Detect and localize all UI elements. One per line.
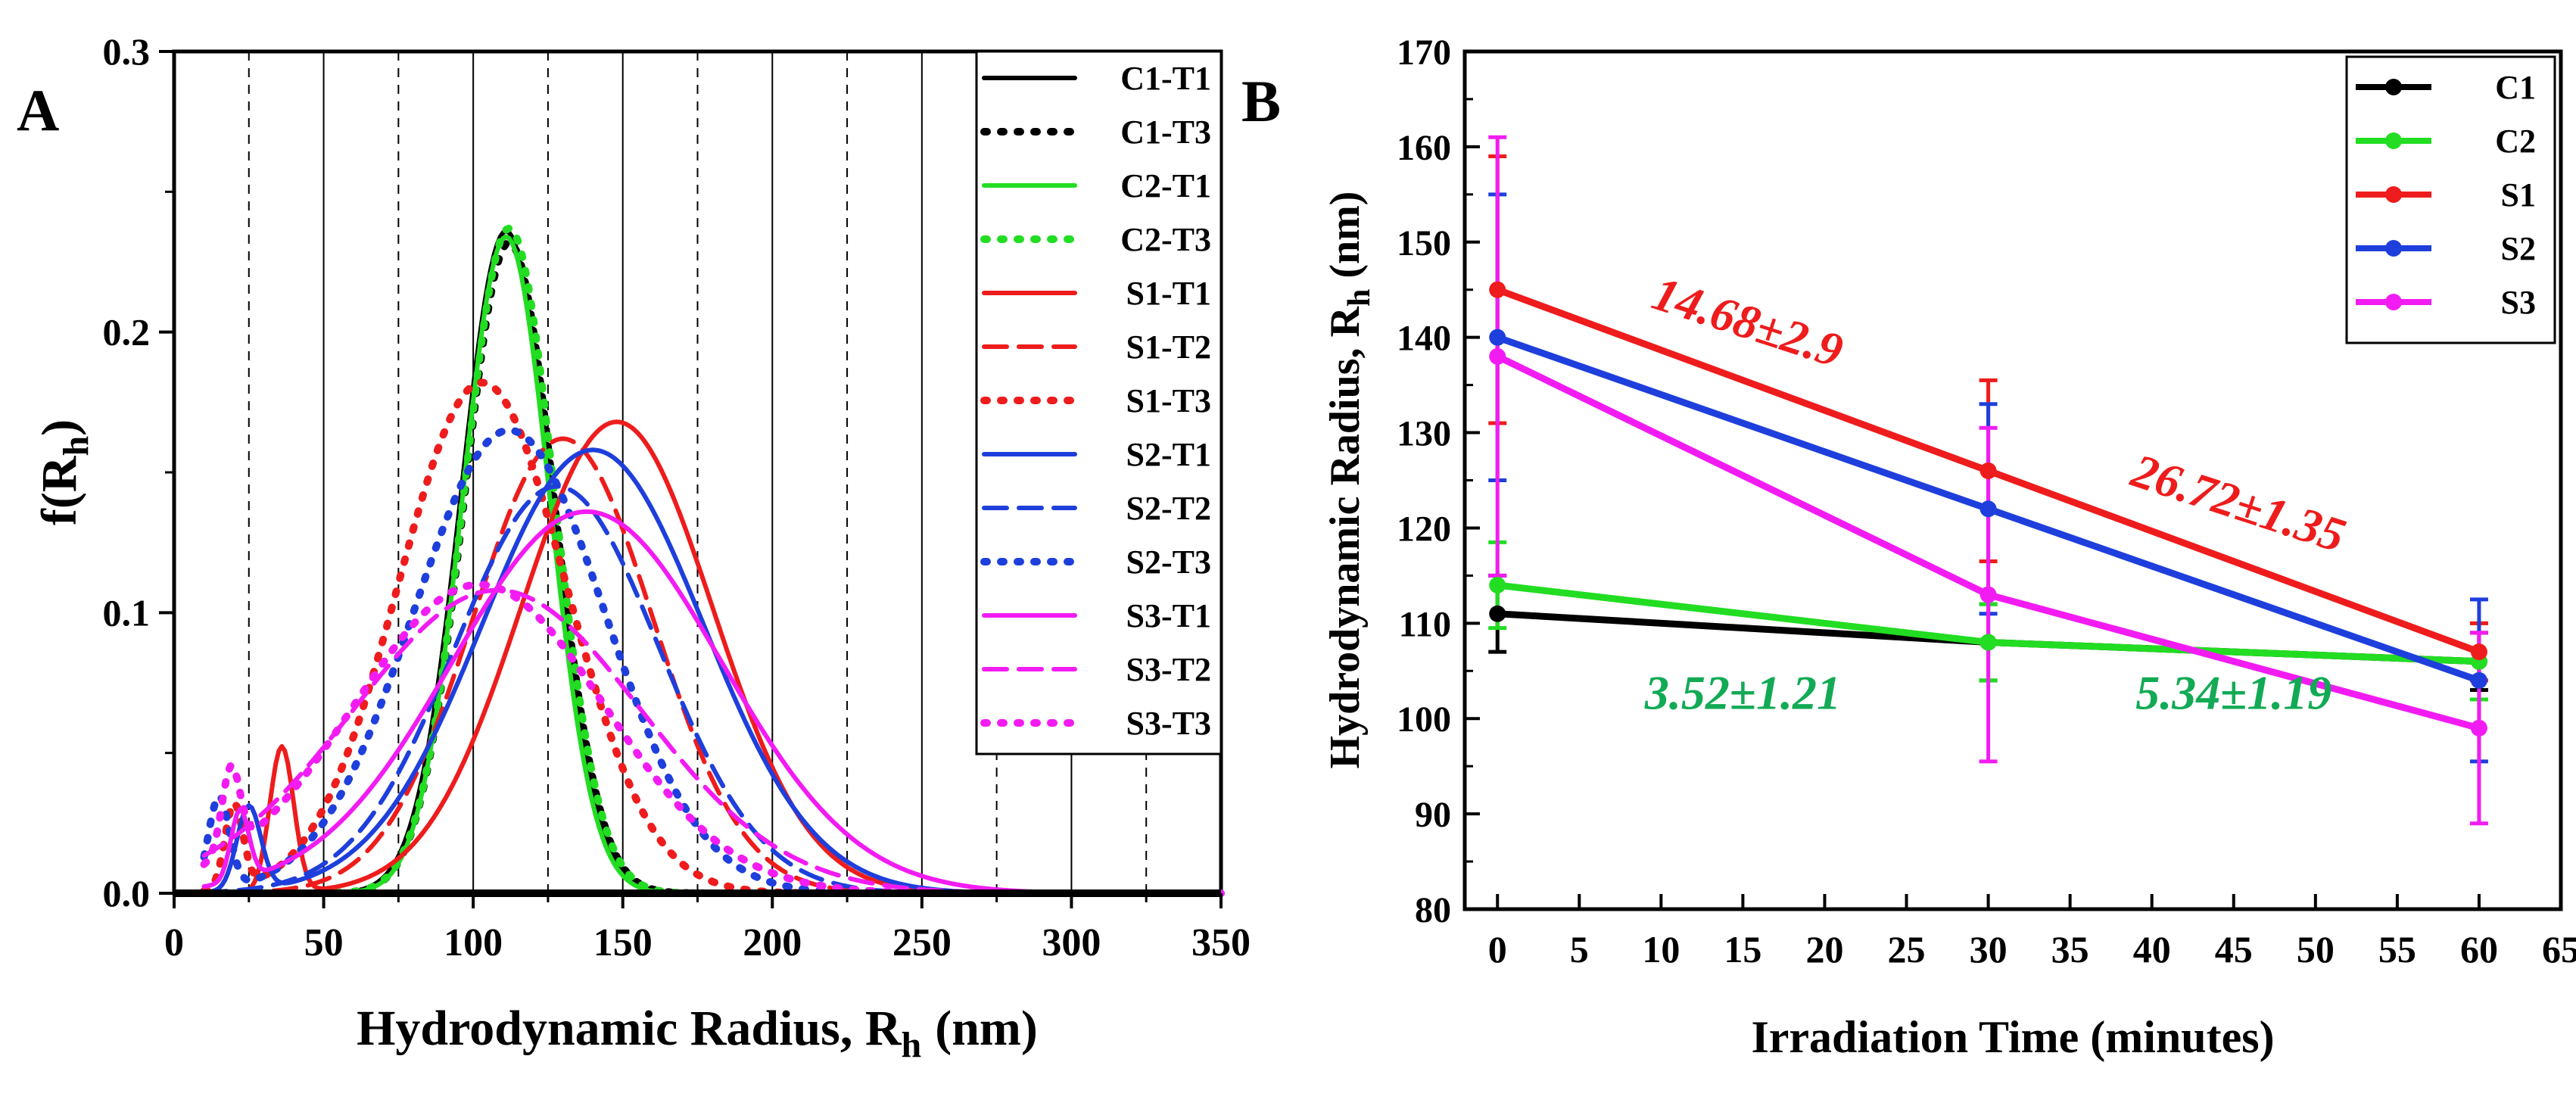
panel-b-x-axis-label: Irradiation Time (minutes) bbox=[1751, 1012, 2274, 1062]
legend-label-s2-t2: S2-T2 bbox=[1126, 490, 1211, 527]
panel-a-y-axis-label: f(Rh) bbox=[32, 419, 96, 525]
b-x-tick-label-40: 40 bbox=[2133, 928, 2171, 970]
point-s2-30 bbox=[1980, 500, 1997, 518]
legend-label-c1-t1: C1-T1 bbox=[1120, 60, 1211, 97]
b-legend-label-s1: S1 bbox=[2501, 176, 2536, 213]
b-x-tick-label-5: 5 bbox=[1570, 928, 1589, 970]
x-tick-label-0: 0 bbox=[164, 921, 184, 964]
b-legend-marker-c2 bbox=[2385, 132, 2402, 149]
y-tick-label-0: 0.0 bbox=[103, 872, 151, 914]
point-c2-0 bbox=[1489, 576, 1506, 593]
b-x-tick-label-55: 55 bbox=[2378, 928, 2416, 970]
panel-a-x-axis-label: Hydrodynamic Radius, Rh (nm) bbox=[357, 1001, 1038, 1065]
b-x-tick-label-30: 30 bbox=[1970, 928, 2008, 970]
b-y-tick-label-140: 140 bbox=[1397, 319, 1451, 359]
x-tick-label-250: 250 bbox=[892, 921, 952, 964]
b-x-tick-label-60: 60 bbox=[2460, 928, 2498, 970]
point-s3-30 bbox=[1980, 586, 1997, 603]
b-legend-marker-s3 bbox=[2385, 294, 2402, 310]
x-tick-label-300: 300 bbox=[1042, 921, 1101, 964]
panel-b-ticks: 0 5 10 15 20 25 30 35 40 45 50 55 60 65 80 90 100 110 120 1… bbox=[1397, 33, 2576, 970]
annotation-3: 5.34±1.19 bbox=[2135, 666, 2331, 720]
point-c2-30 bbox=[1980, 634, 1997, 651]
b-y-tick-label-160: 160 bbox=[1397, 128, 1451, 168]
legend-label-c2-t3: C2-T3 bbox=[1120, 221, 1211, 258]
b-legend-label-c1: C1 bbox=[2495, 69, 2536, 106]
b-y-tick-label-150: 150 bbox=[1397, 223, 1451, 263]
panel-b-legend: C1 C2 S1 S2 S3 bbox=[2345, 55, 2556, 344]
legend-label-s3-t2: S3-T2 bbox=[1126, 651, 1211, 688]
point-s3-60 bbox=[2470, 719, 2487, 737]
point-s2-0 bbox=[1489, 329, 1506, 346]
panel-b-series bbox=[1488, 135, 2488, 826]
b-x-tick-label-20: 20 bbox=[1805, 928, 1843, 970]
panel-a-curves bbox=[174, 224, 1225, 897]
point-s1-0 bbox=[1489, 281, 1506, 298]
b-legend-label-s2: S2 bbox=[2501, 230, 2536, 267]
x-tick-label-350: 350 bbox=[1191, 921, 1251, 964]
b-y-tick-label-100: 100 bbox=[1397, 699, 1451, 740]
b-y-tick-label-90: 90 bbox=[1415, 795, 1451, 835]
y-tick-label-0.3: 0.3 bbox=[103, 30, 151, 73]
b-y-tick-label-80: 80 bbox=[1415, 890, 1451, 930]
panel-a-label: A bbox=[17, 77, 59, 143]
point-s3-0 bbox=[1489, 347, 1506, 365]
b-legend-marker-s2 bbox=[2385, 240, 2402, 257]
panel-b-legend-box bbox=[2345, 55, 2556, 344]
b-x-tick-label-0: 0 bbox=[1488, 928, 1507, 970]
curve-s3-t2 bbox=[201, 587, 1223, 896]
legend-label-c2-t1: C2-T1 bbox=[1120, 167, 1211, 204]
x-tick-label-50: 50 bbox=[304, 921, 344, 964]
b-x-tick-label-15: 15 bbox=[1724, 928, 1761, 970]
annotation-0: 14.68±2.9 bbox=[1646, 266, 1849, 378]
y-tick-label-0.1: 0.1 bbox=[103, 591, 151, 634]
panel-a: A 0 50 100 150 200 250 300 350 0.0 0.1 0.2 0.3 Hydr… bbox=[17, 30, 1251, 1065]
panel-b-y-axis-label: Hydrodynamic Radius, Rh(nm) bbox=[1322, 192, 1377, 769]
legend-label-s3-t1: S3-T1 bbox=[1126, 597, 1211, 634]
x-tick-label-100: 100 bbox=[444, 921, 503, 964]
b-y-tick-label-170: 170 bbox=[1397, 33, 1451, 73]
legend-label-s3-t3: S3-T3 bbox=[1126, 705, 1211, 742]
panel-a-ticks: 0 50 100 150 200 250 300 350 0.0 0.1 0.2 0.3 bbox=[103, 30, 1251, 964]
b-x-tick-label-35: 35 bbox=[2051, 928, 2089, 970]
point-s1-30 bbox=[1980, 462, 1997, 479]
point-s1-60 bbox=[2470, 643, 2487, 661]
b-legend-marker-c1 bbox=[2385, 79, 2402, 95]
b-x-tick-label-45: 45 bbox=[2215, 928, 2253, 970]
annotation-1: 26.72±1.35 bbox=[2125, 443, 2352, 562]
b-legend-label-s3: S3 bbox=[2501, 284, 2536, 321]
legend-label-c1-t3: C1-T3 bbox=[1120, 114, 1211, 151]
legend-label-s1-t2: S1-T2 bbox=[1126, 329, 1211, 366]
legend-label-s2-t3: S2-T3 bbox=[1126, 544, 1211, 581]
legend-label-s2-t1: S2-T1 bbox=[1126, 436, 1211, 473]
legend-label-s1-t3: S1-T3 bbox=[1126, 382, 1211, 419]
annotation-2: 3.52±1.21 bbox=[1644, 666, 1841, 720]
panel-b-label: B bbox=[1241, 68, 1281, 134]
b-legend-marker-s1 bbox=[2385, 186, 2402, 203]
legend-label-s1-t1: S1-T1 bbox=[1126, 275, 1211, 312]
b-legend-label-c2: C2 bbox=[2495, 123, 2536, 160]
x-tick-label-200: 200 bbox=[743, 921, 802, 964]
y-tick-label-0.2: 0.2 bbox=[103, 311, 151, 354]
b-x-tick-label-10: 10 bbox=[1642, 928, 1680, 970]
b-x-tick-label-25: 25 bbox=[1888, 928, 1926, 970]
panel-a-legend: C1-T1 C1-T3 C2-T1 C2-T3 S1-T1 S1-T2 S1-T3 S2-T1… bbox=[975, 50, 1223, 755]
b-x-tick-label-65: 65 bbox=[2542, 928, 2576, 970]
b-y-tick-label-120: 120 bbox=[1397, 509, 1451, 549]
b-y-tick-label-110: 110 bbox=[1399, 604, 1451, 644]
x-tick-label-150: 150 bbox=[593, 921, 653, 964]
point-c1-0 bbox=[1489, 605, 1506, 622]
b-x-tick-label-50: 50 bbox=[2297, 928, 2335, 970]
panel-b: B 0 5 10 15 20 25 30 35 40 45 50 55 60 65 80 90 100 110 12… bbox=[1241, 33, 2576, 1062]
b-y-tick-label-130: 130 bbox=[1397, 414, 1451, 454]
point-s2-60 bbox=[2470, 671, 2487, 689]
